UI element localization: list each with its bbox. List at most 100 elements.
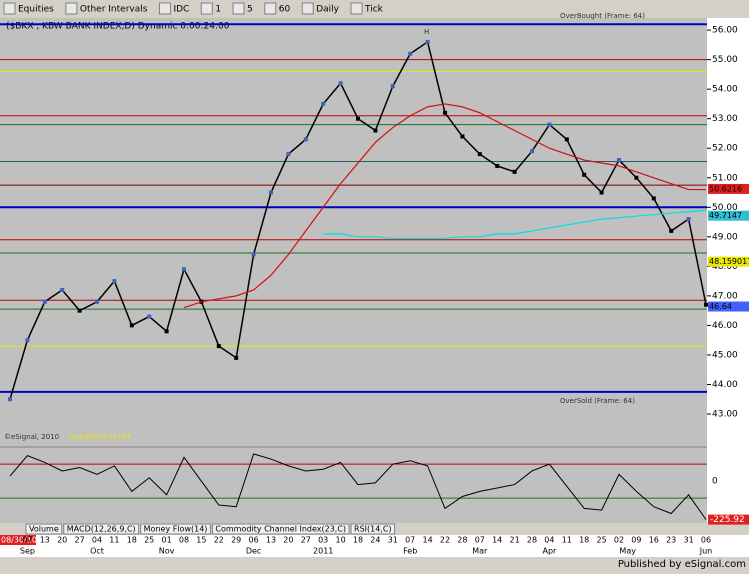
price-label-box [708,183,749,194]
x-tick-label: 07 [22,536,32,545]
price-bar [8,397,12,402]
price-bar [564,137,569,142]
price-bar [338,81,343,86]
price-bar [512,169,517,174]
toolbar-label[interactable]: Daily [316,5,339,15]
y-tick-label: 55.00 [712,55,738,65]
price-label-box [708,301,749,312]
x-tick-label: 06 [249,536,259,545]
tab[interactable] [63,523,140,535]
y-tick-label: 50.00 [712,203,738,213]
month-label: Mar [472,547,488,556]
y-tick-label: 45.00 [712,350,738,360]
toolbar [0,0,749,18]
x-tick-label: 06 [701,536,711,545]
toolbar-label[interactable]: Equities [18,5,54,15]
toolbar-button[interactable] [200,2,213,15]
x-tick-label: 31 [684,536,694,545]
price-bar [112,279,117,284]
tab-label[interactable]: Volume [29,525,59,534]
price-bar [164,329,169,334]
toolbar-label[interactable]: 1 [215,5,221,15]
y-tick-label: 53.00 [712,114,738,124]
x-tick-label: 25 [144,536,154,545]
y-tick-label: 48.00 [712,262,738,272]
toolbar-label[interactable]: IDC [173,5,189,15]
price-bar [269,190,273,195]
x-tick-label: 03 [318,536,328,545]
y-tick-label: 51.00 [712,173,738,183]
x-tick-label: 14 [492,536,502,545]
tab-label[interactable]: Money Flow(14) [144,525,208,534]
current-date-box [0,535,36,545]
price-bar [95,299,99,304]
month-label: Oct [90,547,104,556]
annotation: ©eSignal, 2010 [4,433,59,441]
footer: Published by eSignal.com [618,559,746,570]
price-bar [599,190,604,195]
tab-label[interactable]: RSI(14,C) [354,525,392,534]
tab[interactable] [350,523,396,535]
y-tick-label: 56.00 [712,26,738,36]
price-bar [303,137,308,142]
y-tick-label: 52.00 [712,144,738,154]
toolbar-button[interactable] [158,2,171,15]
price-line [183,103,706,309]
tab[interactable] [25,523,63,535]
month-label: Apr [542,547,557,556]
price-bar [25,338,30,343]
price-bar [495,163,500,168]
price-bar [669,228,674,233]
toolbar-label[interactable]: Other Intervals [80,5,148,15]
plot-area [0,18,707,523]
chart-title: ($BKX , KBW BANK INDEX,D) Dynamic 0:00:2… [6,22,230,32]
toolbar-button[interactable] [301,2,314,15]
x-tick-label: 20 [283,536,293,545]
toolbar-button[interactable] [3,2,16,15]
tab[interactable] [140,523,211,535]
x-tick-label: 07 [475,536,485,545]
price-bar [373,128,378,133]
price-bar [634,175,639,180]
tab[interactable] [211,523,350,535]
annotation: OverSold (Frame: 64) [560,397,635,405]
price-bar [460,134,465,139]
x-tick-label: 11 [109,536,119,545]
price-bar [182,267,186,272]
x-tick-label: 20 [57,536,67,545]
x-tick-label: 25 [597,536,607,545]
x-tick-label: 27 [301,536,311,545]
price-label-box [708,256,749,267]
x-tick-label: 11 [562,536,572,545]
x-tick-label: 18 [127,536,137,545]
y-tick-label: 47.00 [712,291,738,301]
x-tick-label: 09 [631,536,641,545]
toolbar-button[interactable] [350,2,363,15]
price-bar [582,172,587,177]
x-tick-label: 13 [40,536,50,545]
x-tick-label: 28 [457,536,467,545]
y-tick-label: 49.00 [712,232,738,242]
price-bar [251,252,256,257]
y-tick-label: 46.00 [712,321,738,331]
toolbar-label[interactable]: 60 [279,5,291,15]
tab-label[interactable]: Commodity Channel Index(23,C) [215,525,346,534]
x-tick-label: 10 [336,536,346,545]
tab-label[interactable]: MACD(12,26,9,C) [67,525,136,534]
annotation: AutoFrame is OFF [70,433,132,441]
price-line [323,209,707,239]
price-bar [42,299,47,304]
price-label: 49.7147 [709,211,742,220]
month-label: May [619,547,636,556]
toolbar-button[interactable] [65,2,78,15]
price-bar [686,217,691,222]
toolbar-button[interactable] [232,2,245,15]
toolbar-button[interactable] [264,2,277,15]
x-tick-label: 29 [231,536,241,545]
x-tick-label: 04 [544,536,554,545]
toolbar-label[interactable]: 5 [247,5,253,15]
x-tick-label: 02 [614,536,624,545]
toolbar-label[interactable]: Tick [364,5,384,15]
